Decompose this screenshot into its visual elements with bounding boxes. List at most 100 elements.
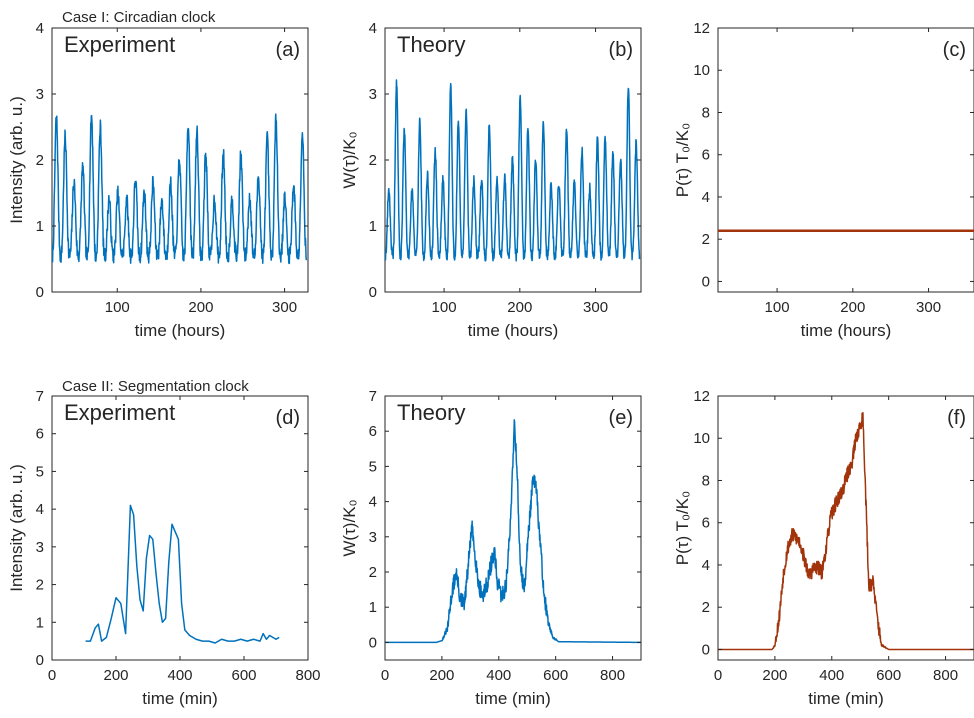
y-tick-label: 4 (36, 20, 44, 37)
x-axis-label: time (min) (808, 689, 884, 708)
y-tick-label: 4 (702, 557, 710, 574)
series-line (385, 79, 641, 262)
x-tick-label: 200 (762, 667, 787, 684)
y-tick-label: 0 (702, 273, 710, 290)
x-tick-label: 300 (583, 299, 608, 316)
y-tick-label: 5 (369, 458, 377, 475)
y-tick-label: 2 (369, 152, 377, 169)
y-tick-label: 1 (369, 599, 377, 616)
x-tick-label: 800 (933, 667, 958, 684)
axes-box (717, 27, 974, 293)
y-axis-label: W(τ)/K₀ (340, 131, 359, 188)
x-tick-label: 100 (105, 299, 130, 316)
x-axis-label: time (min) (142, 689, 218, 708)
y-tick-label: 2 (702, 231, 710, 248)
y-tick-label: 10 (693, 430, 710, 447)
x-tick-label: 400 (167, 667, 192, 684)
series-line (385, 419, 641, 644)
x-tick-label: 0 (48, 667, 56, 684)
inner-label: Theory (397, 400, 465, 425)
x-tick-label: 400 (486, 667, 511, 684)
y-tick-label: 6 (702, 147, 710, 164)
x-tick-label: 100 (432, 299, 457, 316)
chart-panel-f: 0 200 400 600 800 0 2 4 6 8 10 12 time (min) P(τ) T₀/… (673, 388, 974, 708)
panel-label: (a) (276, 39, 300, 61)
x-axis-label: time (min) (475, 689, 551, 708)
series-line (718, 411, 974, 651)
x-tick-label: 0 (714, 667, 722, 684)
panel-label: (e) (609, 407, 633, 429)
y-tick-label: 1 (36, 614, 44, 631)
y-tick-label: 12 (693, 20, 710, 37)
x-tick-label: 200 (188, 299, 213, 316)
x-tick-label: 600 (231, 667, 256, 684)
case2-title: Case II: Segmentation clock (62, 378, 249, 395)
y-tick-label: 1 (36, 218, 44, 235)
x-tick-label: 600 (876, 667, 901, 684)
chart-panel-a: 100 200 300 0 1 2 3 4 time (hours) Intensity (arb… (7, 20, 309, 340)
panel-label: (d) (276, 407, 300, 429)
y-tick-label: 0 (369, 634, 377, 651)
y-tick-label: 10 (693, 62, 710, 79)
x-tick-label: 600 (543, 667, 568, 684)
x-axis-label: time (hours) (801, 321, 892, 340)
y-tick-label: 0 (369, 284, 377, 301)
x-tick-label: 800 (295, 667, 320, 684)
x-tick-label: 200 (429, 667, 454, 684)
y-tick-label: 8 (702, 472, 710, 489)
axes-box (384, 395, 642, 661)
y-tick-label: 2 (36, 152, 44, 169)
y-tick-label: 2 (702, 599, 710, 616)
y-tick-label: 3 (36, 86, 44, 103)
y-tick-label: 2 (36, 577, 44, 594)
series-line (52, 113, 308, 265)
y-tick-label: 4 (369, 494, 377, 511)
panel-label: (f) (947, 407, 966, 429)
y-tick-label: 4 (369, 20, 377, 37)
x-tick-label: 200 (840, 299, 865, 316)
y-tick-label: 3 (369, 86, 377, 103)
y-tick-label: 4 (36, 501, 44, 518)
y-tick-label: 1 (369, 218, 377, 235)
y-axis-label: Intensity (arb. u.) (7, 464, 26, 592)
x-tick-label: 200 (103, 667, 128, 684)
y-axis-label: Intensity (arb. u.) (7, 96, 26, 224)
chart-panel-e: 0 200 400 600 800 0 1 2 3 4 5 6 7 time (min) W(τ)/K₀ (e… (340, 388, 642, 708)
chart-panel-b: 100 200 300 0 1 2 3 4 time (hours) W(τ)/K₀ (b) Theo… (340, 20, 642, 340)
x-axis-label: time (hours) (468, 321, 559, 340)
x-tick-label: 800 (600, 667, 625, 684)
case1-title: Case I: Circadian clock (62, 9, 216, 26)
panel-label: (b) (609, 39, 633, 61)
y-tick-label: 6 (369, 423, 377, 440)
inner-label: Experiment (64, 32, 175, 57)
y-tick-label: 0 (36, 284, 44, 301)
y-tick-label: 0 (702, 641, 710, 658)
axes-box (51, 395, 309, 661)
x-tick-label: 0 (381, 667, 389, 684)
axes-box (717, 395, 974, 661)
x-tick-label: 200 (507, 299, 532, 316)
y-tick-label: 7 (36, 388, 44, 405)
inner-label: Experiment (64, 400, 175, 425)
y-tick-label: 2 (369, 564, 377, 581)
y-tick-label: 7 (369, 388, 377, 405)
y-tick-label: 3 (36, 539, 44, 556)
inner-label: Theory (397, 32, 465, 57)
x-tick-label: 300 (272, 299, 297, 316)
x-tick-label: 100 (765, 299, 790, 316)
y-axis-label: P(τ) T₀/K₀ (673, 123, 692, 197)
y-axis-label: W(τ)/K₀ (340, 499, 359, 556)
y-tick-label: 5 (36, 463, 44, 480)
y-tick-label: 3 (369, 529, 377, 546)
chart-panel-c: 100 200 300 0 2 4 6 8 10 12 time (hours) P(τ) T₀/K₀… (673, 20, 974, 340)
y-tick-label: 12 (693, 388, 710, 405)
y-axis-label: P(τ) T₀/K₀ (673, 491, 692, 565)
series-line (85, 504, 280, 644)
x-axis-label: time (hours) (135, 321, 226, 340)
y-tick-label: 4 (702, 189, 710, 206)
panel-label: (c) (943, 39, 966, 61)
x-tick-label: 300 (916, 299, 941, 316)
chart-panel-d: 0 200 400 600 800 0 1 2 3 4 5 6 7 time (min) Intensity… (7, 388, 321, 708)
